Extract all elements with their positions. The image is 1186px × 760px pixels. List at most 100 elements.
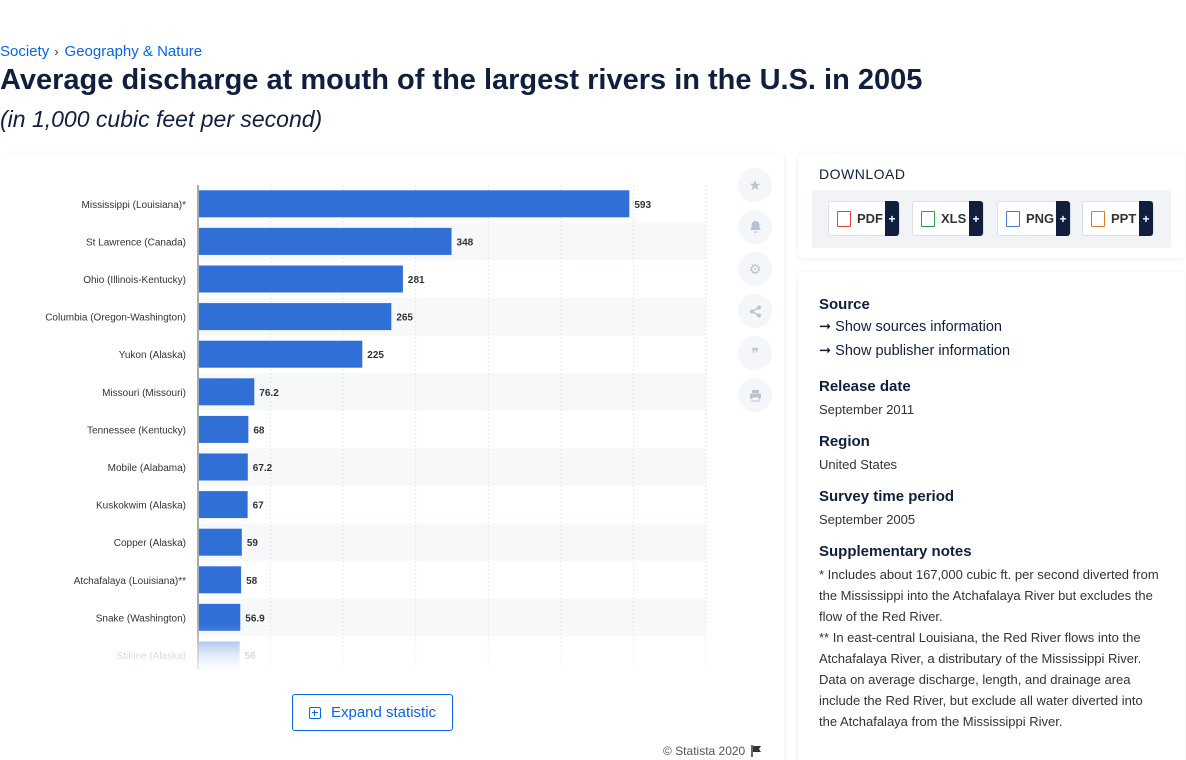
survey-label: Survey time period <box>819 488 955 505</box>
share-icon[interactable] <box>738 294 772 328</box>
chart-tools: ★ ⚙ ❞ <box>738 168 772 420</box>
source-section: Source ➞ Show sources information ➞ Show… <box>819 296 1010 363</box>
ppt-icon <box>1091 210 1105 227</box>
row-band <box>198 373 706 411</box>
release-section: Release date September 2011 <box>819 378 914 420</box>
download-ppt-label: PPT <box>1111 211 1137 226</box>
value-label: 56.9 <box>245 613 265 624</box>
row-band <box>198 523 706 561</box>
bar[interactable] <box>199 340 363 368</box>
gear-icon[interactable]: ⚙ <box>738 252 772 286</box>
notes-label: Supplementary notes <box>819 543 972 560</box>
breadcrumb-geography[interactable]: Geography & Nature <box>64 43 203 60</box>
quote-icon[interactable]: ❞ <box>738 336 772 370</box>
value-label: 265 <box>396 313 413 324</box>
category-label: Snake (Washington) <box>96 613 186 624</box>
show-publisher-link[interactable]: ➞ Show publisher information <box>819 339 1010 363</box>
bell-icon[interactable] <box>738 210 772 244</box>
value-label: 348 <box>457 237 474 248</box>
print-icon[interactable] <box>738 378 772 412</box>
download-panel: DOWNLOAD PDF + XLS + PNG + PPT + <box>798 154 1185 258</box>
star-icon[interactable]: ★ <box>738 168 772 202</box>
value-label: 225 <box>367 350 384 361</box>
download-ppt-plus[interactable]: + <box>1139 201 1153 236</box>
value-label: 67 <box>253 501 265 512</box>
category-label: Mississippi (Louisiana)* <box>82 200 187 211</box>
category-label: Missouri (Missouri) <box>102 388 186 399</box>
download-ppt-button[interactable]: PPT + <box>1082 201 1154 236</box>
flag-icon[interactable] <box>751 745 762 757</box>
breadcrumb: Society › Geography & Nature <box>0 43 202 60</box>
fade-overlay <box>0 624 730 674</box>
bar[interactable] <box>199 528 242 556</box>
region-value: United States <box>819 457 898 472</box>
source-label: Source <box>819 296 870 313</box>
pdf-icon <box>837 210 851 227</box>
bar[interactable] <box>199 190 630 218</box>
release-value: September 2011 <box>819 402 915 417</box>
show-sources-text: Show sources information <box>835 319 1002 335</box>
category-label: Ohio (Illinois-Kentucky) <box>83 275 186 286</box>
category-label: Atchafalaya (Louisiana)** <box>74 576 186 587</box>
bar[interactable] <box>199 415 249 443</box>
survey-section: Survey time period September 2005 <box>819 488 954 530</box>
note-2: ** In east-central Louisiana, the Red Ri… <box>819 630 1143 729</box>
value-label: 68 <box>253 425 265 436</box>
download-png-plus[interactable]: + <box>1056 201 1070 236</box>
value-label: 58 <box>246 576 258 587</box>
page-title: Average discharge at mouth of the larges… <box>0 64 923 96</box>
chart-card: Mississippi (Louisiana)* St Lawrence (Can… <box>0 154 784 760</box>
bar[interactable] <box>199 491 248 519</box>
supplementary-notes: * Includes about 167,000 cubic ft. per s… <box>819 564 1159 732</box>
breadcrumb-society[interactable]: Society <box>0 43 50 60</box>
page-subtitle: (in 1,000 cubic feet per second) <box>0 106 323 132</box>
breadcrumb-separator: › <box>54 44 59 59</box>
download-buttons: PDF + XLS + PNG + PPT + <box>812 190 1171 248</box>
expand-label: Expand statistic <box>330 704 437 721</box>
download-pdf-label: PDF <box>857 211 883 226</box>
download-xls-label: XLS <box>941 211 967 226</box>
download-png-label: PNG <box>1026 211 1055 226</box>
bar-chart: Mississippi (Louisiana)* St Lawrence (Can… <box>0 185 730 674</box>
notes-section: Supplementary notes <box>819 543 972 560</box>
value-label: 76.2 <box>259 388 279 399</box>
value-label: 59 <box>247 538 259 549</box>
category-label: Copper (Alaska) <box>114 538 186 549</box>
arrow-right-icon: ➞ <box>819 319 832 335</box>
arrow-right-icon: ➞ <box>819 343 832 359</box>
xls-icon <box>921 210 935 227</box>
value-label: 67.2 <box>253 463 273 474</box>
download-xls-button[interactable]: XLS + <box>912 201 984 236</box>
show-publisher-text: Show publisher information <box>835 343 1011 359</box>
download-png-button[interactable]: PNG + <box>997 201 1071 236</box>
category-label: Columbia (Oregon-Washington) <box>45 313 186 324</box>
value-label: 281 <box>408 275 425 286</box>
download-title: DOWNLOAD <box>819 166 906 182</box>
release-label: Release date <box>819 378 911 395</box>
value-label: 593 <box>634 200 651 211</box>
download-pdf-plus[interactable]: + <box>885 201 899 236</box>
bar[interactable] <box>199 227 452 255</box>
show-sources-link[interactable]: ➞ Show sources information <box>819 315 1010 339</box>
category-label: Tennessee (Kentucky) <box>87 425 186 436</box>
category-label: St Lawrence (Canada) <box>86 237 186 248</box>
expand-statistic-button[interactable]: Expand statistic <box>292 694 453 731</box>
statistic-info-panel: Source ➞ Show sources information ➞ Show… <box>798 272 1185 760</box>
download-xls-plus[interactable]: + <box>969 201 983 236</box>
note-1: * Includes about 167,000 cubic ft. per s… <box>819 567 1159 624</box>
region-label: Region <box>819 433 870 450</box>
download-pdf-button[interactable]: PDF + <box>828 201 900 236</box>
bar[interactable] <box>199 453 248 481</box>
bar[interactable] <box>199 378 255 406</box>
region-section: Region United States <box>819 433 897 475</box>
bar[interactable] <box>199 566 242 594</box>
bar[interactable] <box>199 265 403 293</box>
expand-icon <box>308 706 321 719</box>
category-label: Kuskokwim (Alaska) <box>96 501 186 512</box>
copyright-text[interactable]: © Statista 2020 <box>663 744 746 758</box>
category-label: Mobile (Alabama) <box>108 463 186 474</box>
png-icon <box>1006 210 1020 227</box>
bar[interactable] <box>199 303 392 331</box>
row-band <box>198 448 706 486</box>
category-label: Yukon (Alaska) <box>119 350 186 361</box>
